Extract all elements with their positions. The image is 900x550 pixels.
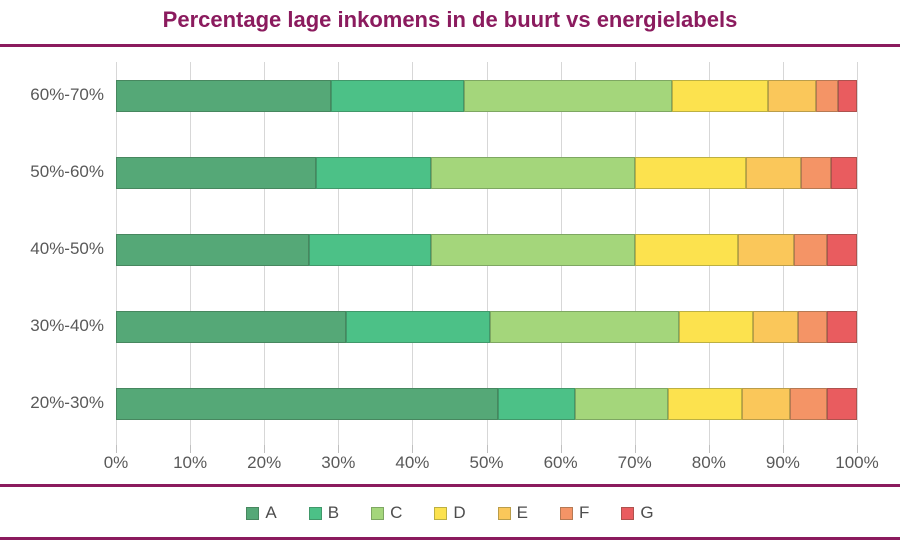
x-axis-label: 90%	[765, 453, 800, 472]
bar-segment-C	[430, 234, 635, 266]
x-axis-label: 10%	[173, 453, 208, 472]
legend: A B C D E F G	[0, 503, 900, 523]
bar-segment-G	[827, 234, 857, 266]
axis-tick	[560, 445, 562, 453]
top-divider	[0, 44, 900, 47]
x-axis-label: 50%	[469, 453, 504, 472]
bar-segment-F	[790, 388, 828, 420]
bar-row	[116, 157, 857, 189]
x-axis-label: 20%	[247, 453, 282, 472]
legend-item-B: B	[308, 503, 340, 523]
legend-swatch-E-icon	[497, 506, 511, 520]
axis-tick	[190, 445, 192, 453]
gridline	[857, 62, 858, 445]
legend-label: C	[390, 503, 403, 522]
bar-segment-G	[827, 311, 857, 343]
legend-item-F: F	[559, 503, 590, 523]
bar-segment-B	[308, 234, 431, 266]
legend-swatch-F-icon	[559, 506, 573, 520]
legend-swatch-A-icon	[246, 506, 260, 520]
bar-segment-D	[671, 80, 769, 112]
legend-swatch-C-icon	[371, 506, 385, 520]
bar-row	[116, 311, 857, 343]
y-axis-label: 30%-40%	[30, 316, 104, 335]
x-axis-label: 30%	[321, 453, 356, 472]
legend-label: G	[640, 503, 654, 522]
bottom-divider	[0, 537, 900, 540]
axis-tick	[116, 445, 117, 453]
x-axis-label: 40%	[395, 453, 430, 472]
axis-tick	[486, 445, 488, 453]
axis-tick	[708, 445, 710, 453]
bar-segment-G	[838, 80, 857, 112]
bar-segment-F	[797, 311, 828, 343]
bar-segment-A	[116, 80, 331, 112]
legend-label: B	[327, 503, 340, 522]
axis-tick	[634, 445, 636, 453]
bar-segment-B	[330, 80, 465, 112]
bar-segment-F	[801, 157, 832, 189]
y-axis-label: 40%-50%	[30, 239, 104, 258]
legend-swatch-D-icon	[434, 506, 448, 520]
bar-segment-E	[745, 157, 802, 189]
legend-item-E: E	[497, 503, 528, 523]
legend-item-A: A	[246, 503, 277, 523]
legend-item-C: C	[371, 503, 402, 523]
axis-tick	[857, 445, 858, 453]
bar-segment-C	[490, 311, 680, 343]
bar-segment-G	[827, 388, 857, 420]
legend-item-D: D	[434, 503, 466, 523]
plot-area: 0% 10% 20% 30% 40% 50% 60% 70% 80% 90% 100%	[104, 62, 879, 472]
legend-label: A	[265, 503, 277, 522]
axis-tick	[782, 445, 784, 453]
bar-segment-G	[831, 157, 857, 189]
legend-label: D	[453, 503, 466, 522]
legend-top-divider	[0, 484, 900, 487]
bar-segment-C	[430, 157, 635, 189]
bar-segment-B	[345, 311, 491, 343]
bar-row	[116, 388, 857, 420]
axis-tick	[412, 445, 414, 453]
legend-label: E	[516, 503, 528, 522]
y-axis-label: 50%-60%	[30, 162, 104, 181]
bar-segment-A	[116, 311, 346, 343]
bar-segment-A	[116, 234, 309, 266]
bar-segment-C	[575, 388, 669, 420]
bar-segment-E	[742, 388, 791, 420]
bar-segment-E	[738, 234, 794, 266]
bar-segment-B	[497, 388, 576, 420]
bar-segment-E	[753, 311, 798, 343]
bar-segment-A	[116, 157, 317, 189]
x-axis-label: 80%	[691, 453, 726, 472]
chart-title: Percentage lage inkomens in de buurt vs …	[162, 7, 738, 32]
bar-segment-F	[794, 234, 828, 266]
legend-swatch-B-icon	[308, 506, 322, 520]
axis-tick	[264, 445, 266, 453]
legend-item-G: G	[621, 503, 654, 523]
axis-tick	[338, 445, 340, 453]
bar-segment-A	[116, 388, 498, 420]
x-axis-label: 60%	[543, 453, 578, 472]
y-axis-label: 60%-70%	[30, 85, 104, 104]
bar-segment-D	[668, 388, 743, 420]
y-axis-label: 20%-30%	[30, 393, 104, 412]
bar-segment-F	[816, 80, 839, 112]
bar-segment-D	[634, 234, 739, 266]
x-axis-label: 0%	[103, 453, 129, 472]
x-axis-label: 70%	[617, 453, 652, 472]
legend-label: F	[578, 503, 590, 522]
bar-row	[116, 80, 857, 112]
bar-segment-C	[464, 80, 672, 112]
legend-swatch-G-icon	[621, 506, 635, 520]
bar-segment-D	[634, 157, 746, 189]
bar-row	[116, 234, 857, 266]
bar-segment-E	[768, 80, 817, 112]
x-axis-label: 100%	[835, 453, 879, 472]
bar-segment-B	[316, 157, 431, 189]
bar-segment-D	[679, 311, 754, 343]
